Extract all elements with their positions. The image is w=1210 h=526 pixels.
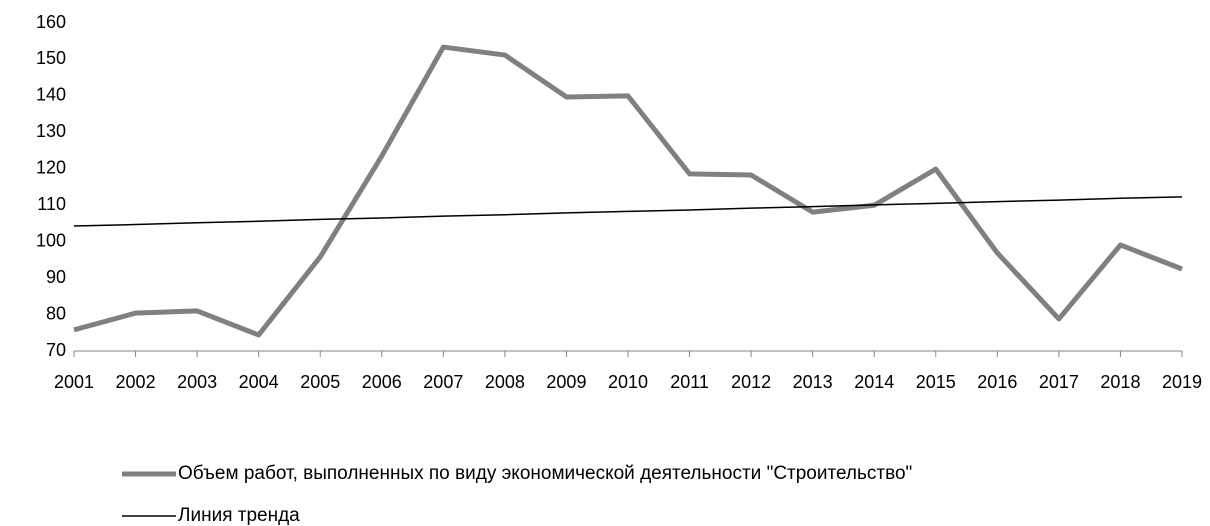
x-tick-label: 2003 xyxy=(177,372,217,392)
x-tick-label: 2016 xyxy=(977,372,1017,392)
x-tick-label: 2010 xyxy=(608,372,648,392)
y-tick-label: 70 xyxy=(46,340,66,360)
y-tick-label: 100 xyxy=(36,230,66,250)
y-tick-label: 120 xyxy=(36,158,66,178)
x-tick-label: 2002 xyxy=(116,372,156,392)
x-tick-label: 2014 xyxy=(854,372,894,392)
x-tick-label: 2011 xyxy=(670,372,709,392)
y-tick-label: 160 xyxy=(36,12,66,32)
x-tick-label: 2008 xyxy=(485,372,525,392)
x-tick-label: 2001 xyxy=(54,372,94,392)
legend-label: Линия тренда xyxy=(178,505,300,526)
y-tick-label: 110 xyxy=(37,194,66,214)
x-tick-label: 2015 xyxy=(916,372,956,392)
x-tick-label: 2017 xyxy=(1039,372,1079,392)
series-line xyxy=(73,44,1183,338)
series-line xyxy=(73,196,1183,227)
x-tick-label: 2007 xyxy=(423,372,463,392)
x-tick-label: 2005 xyxy=(300,372,340,392)
y-tick-label: 80 xyxy=(46,303,66,323)
x-tick-label: 2012 xyxy=(731,372,771,392)
x-tick-label: 2018 xyxy=(1100,372,1140,392)
x-tick-label: 2009 xyxy=(546,372,586,392)
y-tick-label: 90 xyxy=(46,267,66,287)
x-tick-label: 2019 xyxy=(1162,372,1202,392)
y-tick-label: 150 xyxy=(36,48,66,68)
x-tick-label: 2013 xyxy=(793,372,833,392)
legend-label: Объем работ, выполненных по виду экономи… xyxy=(178,463,912,484)
y-tick-label: 140 xyxy=(36,85,66,105)
x-tick-label: 2004 xyxy=(239,372,279,392)
y-tick-label: 130 xyxy=(36,121,66,141)
x-tick-label: 2006 xyxy=(362,372,402,392)
